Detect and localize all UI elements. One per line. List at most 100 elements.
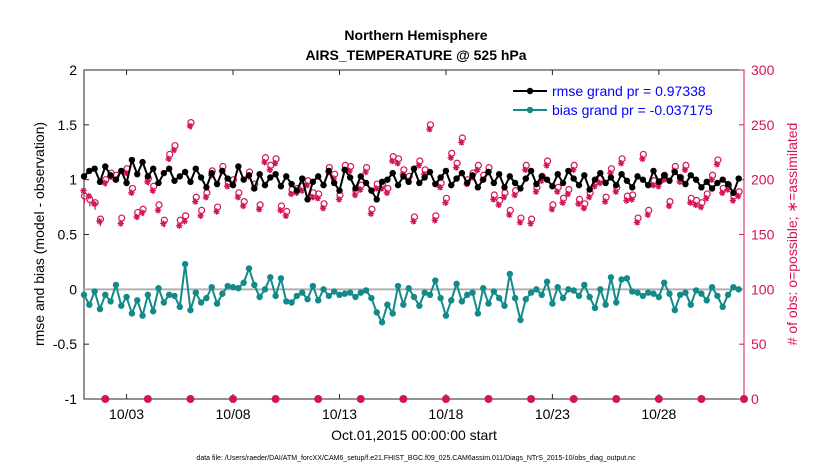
rmse-point [511, 179, 519, 187]
obs-assimilated-point [335, 196, 343, 203]
rmse-point [394, 181, 402, 189]
x-tick-label: 10/13 [322, 406, 357, 422]
bias-point [80, 291, 88, 299]
bias-point [165, 291, 173, 299]
obs-assimilated-point [655, 183, 662, 190]
rmse-point [698, 184, 705, 191]
rmse-point [432, 180, 439, 188]
obs-zero-marker [399, 395, 408, 403]
bias-point [698, 290, 705, 297]
rmse-point [208, 169, 215, 177]
bias-point [549, 300, 556, 307]
obs-assimilated-point [298, 187, 305, 194]
rmse-point [660, 172, 668, 179]
rmse-point [362, 179, 370, 187]
obs-assimilated-point [351, 191, 359, 199]
obs-assimilated-point [734, 192, 742, 200]
obs-assimilated-point [703, 195, 710, 202]
rmse-point [559, 179, 567, 187]
bias-point [118, 302, 125, 309]
rmse-point [144, 173, 152, 180]
obs-assimilated-point [607, 169, 614, 177]
bias-point [655, 293, 663, 301]
obs-assimilated-point [160, 220, 167, 227]
obs-assimilated-point [144, 178, 151, 186]
rmse-point [613, 181, 620, 189]
rmse-point [261, 181, 269, 189]
rmse-point [288, 180, 295, 188]
obs-assimilated-point [452, 164, 460, 171]
bias-point [91, 288, 98, 295]
rmse-point [634, 173, 641, 180]
obs-assimilated-point [128, 189, 135, 197]
bias-point [506, 270, 514, 278]
rmse-point [527, 167, 535, 175]
y-tick-label: 0.5 [58, 227, 78, 243]
obs-assimilated-point [591, 183, 598, 190]
rmse-point [730, 189, 737, 197]
obs-assimilated-point [559, 199, 566, 206]
rmse-point [219, 167, 226, 175]
obs-assimilated-point [261, 158, 268, 166]
obs-assimilated-point [266, 166, 273, 173]
rmse-point [405, 178, 412, 186]
rmse-point [570, 175, 577, 182]
bias-point [160, 299, 168, 306]
rmse-point [714, 179, 721, 187]
bias-point [453, 280, 460, 288]
bias-point [623, 275, 631, 282]
y2-tick-label: 0 [751, 391, 759, 407]
obs-assimilated-point [580, 204, 588, 212]
bias-point [682, 289, 689, 296]
obs-assimilated-point [133, 213, 140, 221]
y2-tick-label: 300 [751, 62, 775, 78]
legend: rmse grand pr = 0.97338 bias grand pr = … [513, 83, 713, 118]
obs-assimilated-point [676, 178, 683, 186]
obs-assimilated-point [410, 218, 417, 225]
bias-point [176, 303, 184, 311]
bias-point [676, 291, 684, 299]
bias-point [384, 301, 391, 308]
rmse-point [102, 163, 109, 170]
obs-assimilated-point [224, 183, 231, 190]
bias-point [144, 291, 152, 299]
obs-assimilated-point [724, 186, 731, 193]
rmse-point [565, 167, 572, 175]
rmse-point [639, 176, 647, 183]
obs-assimilated-point [713, 161, 721, 168]
rmse-point [293, 187, 301, 194]
bias-point [112, 281, 120, 289]
obs-assimilated-point [170, 146, 178, 154]
obs-assimilated-point [197, 212, 204, 220]
rmse-point [666, 177, 673, 184]
bias-point [724, 291, 732, 299]
bias-point [96, 305, 104, 313]
obs-assimilated-point [612, 188, 619, 195]
rmse-point [384, 176, 391, 183]
bias-point [666, 290, 673, 297]
rmse-point [181, 168, 189, 176]
obs-zero-marker [654, 395, 663, 403]
bias-point [405, 285, 412, 292]
obs-zero-marker [186, 395, 195, 403]
y-tick-label: 1 [69, 172, 77, 188]
rmse-point [112, 176, 120, 183]
bias-point [479, 285, 487, 292]
rmse-point [283, 173, 290, 180]
bias-point [671, 306, 679, 314]
rmse-point [708, 185, 716, 192]
obs-assimilated-point [511, 191, 518, 199]
obs-assimilated-point [436, 184, 444, 191]
bias-point [235, 285, 242, 292]
bias-point [591, 304, 599, 312]
obs-assimilated-point [330, 175, 337, 182]
obs-assimilated-point [186, 122, 194, 130]
obs-assimilated-point [346, 167, 353, 175]
obs-assimilated-point [639, 155, 646, 163]
obs-assimilated-point [213, 208, 220, 215]
bias-point [650, 290, 657, 297]
rmse-point [96, 178, 104, 186]
rmse-point [442, 167, 450, 175]
rmse-point [229, 181, 237, 189]
